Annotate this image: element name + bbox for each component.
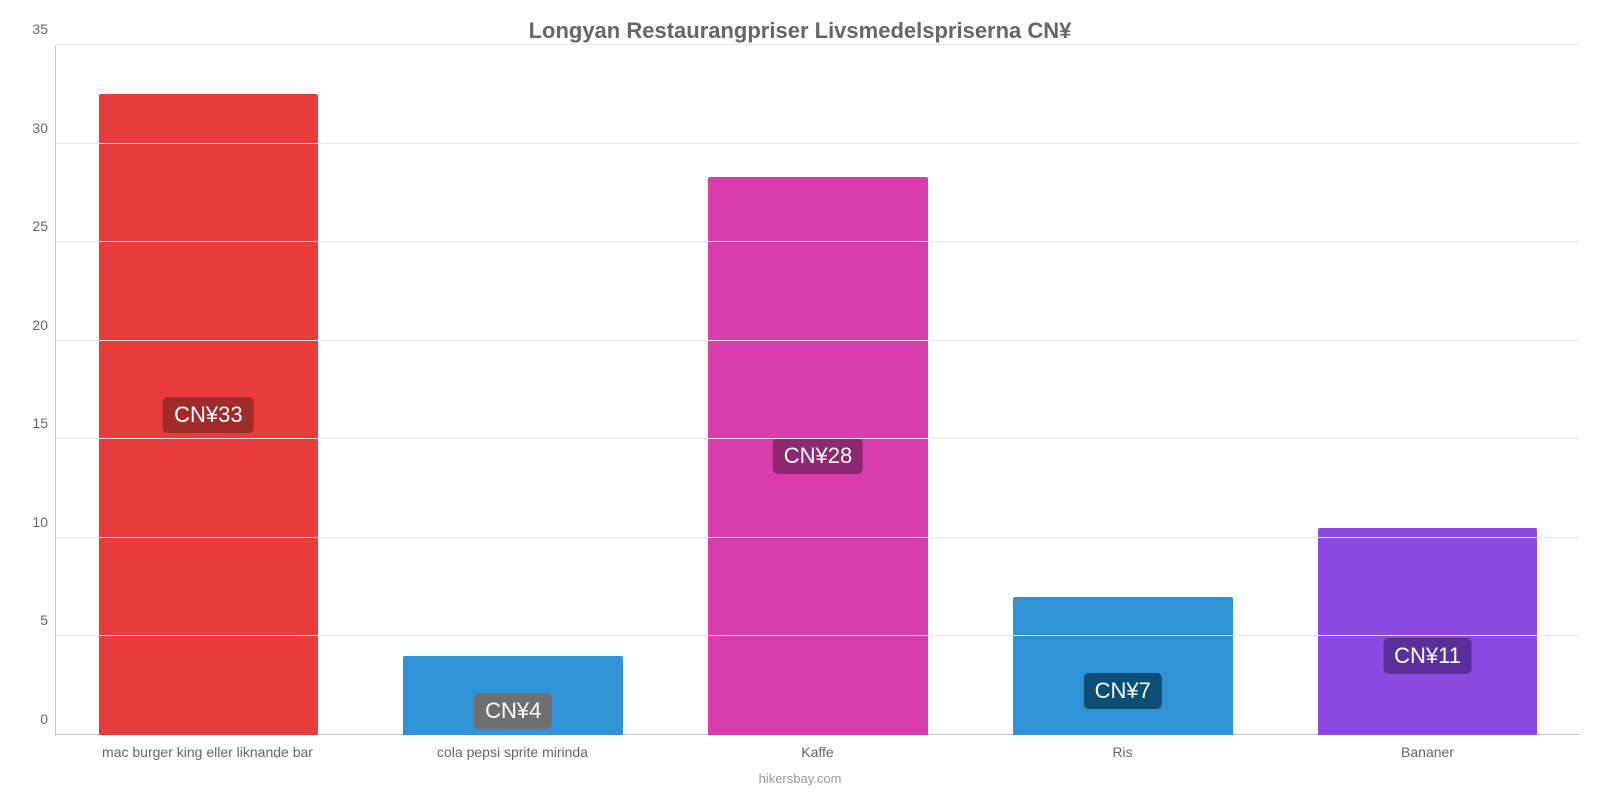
x-tick-label: cola pepsi sprite mirinda [360, 738, 665, 760]
gridline [56, 537, 1580, 538]
y-tick-label: 20 [32, 317, 56, 333]
bar: CN¥28 [708, 177, 927, 735]
x-tick-label: Kaffe [665, 738, 970, 760]
y-tick-label: 30 [32, 120, 56, 136]
value-badge: CN¥4 [474, 693, 552, 729]
value-badge: CN¥28 [773, 438, 863, 474]
x-tick-label: Bananer [1275, 738, 1580, 760]
bar: CN¥33 [99, 94, 318, 735]
value-badge: CN¥7 [1084, 673, 1162, 709]
bars-container: CN¥33 CN¥4 CN¥28 CN¥7 CN¥11 [56, 45, 1580, 735]
chart-title: Longyan Restaurangpriser Livsmedelsprise… [20, 18, 1580, 44]
plot-area: CN¥33CN¥4CN¥28CN¥7CN¥11 05101520253035 [55, 45, 1580, 735]
gridline [56, 241, 1580, 242]
bar: CN¥4 [403, 656, 622, 735]
x-axis-labels: mac burger king eller liknande barcola p… [55, 738, 1580, 760]
gridline [56, 44, 1580, 45]
y-tick-label: 35 [32, 21, 56, 37]
y-tick-label: 10 [32, 514, 56, 530]
attribution: hikersbay.com [0, 771, 1600, 786]
gridline [56, 635, 1580, 636]
y-tick-label: 0 [40, 711, 56, 727]
x-tick-label: mac burger king eller liknande bar [55, 738, 360, 760]
y-tick-label: 25 [32, 218, 56, 234]
value-badge: CN¥33 [163, 397, 253, 433]
bar-slot: CN¥28 [666, 45, 971, 735]
gridline [56, 438, 1580, 439]
bar-slot: CN¥11 [1275, 45, 1580, 735]
bar-slot: CN¥7 [970, 45, 1275, 735]
bar-chart: Longyan Restaurangpriser Livsmedelsprise… [0, 0, 1600, 800]
value-badge: CN¥11 [1383, 638, 1472, 674]
bar: CN¥7 [1013, 597, 1232, 735]
bar-slot: CN¥33 [56, 45, 361, 735]
gridline [56, 340, 1580, 341]
bar-slot: CN¥4 [361, 45, 666, 735]
gridline [56, 143, 1580, 144]
y-tick-label: 15 [32, 415, 56, 431]
y-tick-label: 5 [40, 612, 56, 628]
x-tick-label: Ris [970, 738, 1275, 760]
bar: CN¥11 [1318, 528, 1537, 735]
